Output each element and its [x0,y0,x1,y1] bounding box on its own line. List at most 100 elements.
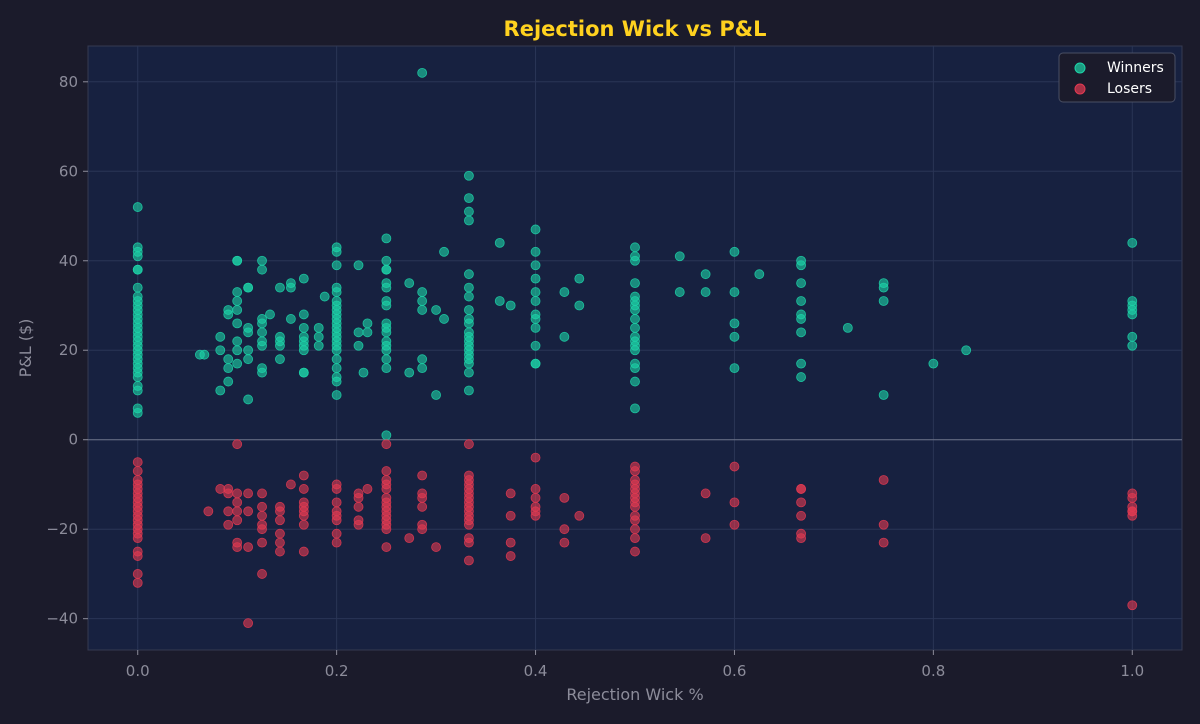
data-point [630,322,640,333]
data-point [223,309,234,320]
data-point [530,314,541,324]
data-point [223,354,234,365]
data-point [132,577,143,588]
data-point [505,537,516,548]
data-point [796,278,806,289]
data-point [265,309,275,320]
series-losers [132,439,1138,629]
data-point [464,439,474,450]
data-point [928,358,939,369]
data-point [358,367,369,378]
data-point [223,506,234,517]
data-point [630,345,640,356]
data-point [630,255,640,266]
data-point [362,327,373,338]
data-point [530,224,541,235]
data-point [223,376,234,387]
data-point [257,510,267,521]
data-point [243,282,254,293]
data-point [439,246,449,257]
data-point [298,273,309,284]
data-point [464,519,474,530]
data-point [439,314,449,324]
data-point [257,255,267,266]
data-point [381,282,392,293]
data-point [353,492,364,503]
data-point [464,193,474,204]
x-tick-label: 0.0 [126,662,150,680]
data-point [353,327,364,338]
data-point [232,345,243,356]
data-point [232,287,243,297]
data-point [381,300,392,311]
data-point [464,537,474,548]
data-point [464,170,474,181]
data-point [464,282,474,293]
x-tick-label: 0.4 [524,662,548,680]
data-point [298,367,309,378]
data-point [132,251,143,262]
data-point [574,300,585,311]
y-tick-label: 40 [59,252,78,270]
data-point [530,510,541,521]
data-point [331,246,342,257]
y-axis-label: P&L ($) [16,319,35,378]
data-point [132,569,143,579]
data-point [530,452,541,463]
data-point [331,497,342,508]
data-point [243,354,254,365]
data-point [275,537,285,548]
data-point [353,519,364,530]
chart-title: Rejection Wick vs P&L [504,17,767,41]
data-point [257,501,267,512]
data-point [381,542,392,552]
data-point [729,519,740,530]
data-point [878,390,889,400]
data-point [215,385,226,396]
data-point [878,519,889,530]
data-point [353,260,364,271]
data-point [232,497,243,508]
data-point [417,305,428,315]
data-point [331,484,342,494]
data-point [700,269,711,280]
data-point [630,501,640,512]
data-point [285,479,296,490]
data-point [630,524,640,535]
data-point [464,555,474,566]
data-point [275,528,285,539]
data-point [331,376,342,387]
data-point [505,551,516,561]
data-point [298,546,309,557]
data-point [796,372,806,382]
data-point [530,273,541,284]
data-point [243,327,254,338]
y-tick-label: 60 [59,162,78,180]
data-point [362,484,373,494]
data-point [243,394,254,405]
y-axis-ticks: −40 −20 0 20 40 60 80 [46,73,88,628]
data-point [630,242,640,253]
data-point [313,331,324,342]
data-point [559,492,570,503]
data-point [630,546,640,557]
data-point [494,237,505,248]
x-tick-label: 0.6 [723,662,747,680]
data-point [257,340,267,351]
data-point [132,282,143,293]
data-point [381,327,392,338]
data-point [494,296,505,306]
data-point [464,305,474,315]
data-point [243,345,254,356]
data-point [674,251,685,262]
x-tick-label: 0.2 [325,662,349,680]
data-point [630,314,640,324]
data-point [132,202,143,212]
data-point [331,515,342,526]
data-point [381,255,392,266]
data-point [223,488,234,499]
data-point [275,354,285,365]
data-point [223,363,234,374]
data-point [232,336,243,347]
